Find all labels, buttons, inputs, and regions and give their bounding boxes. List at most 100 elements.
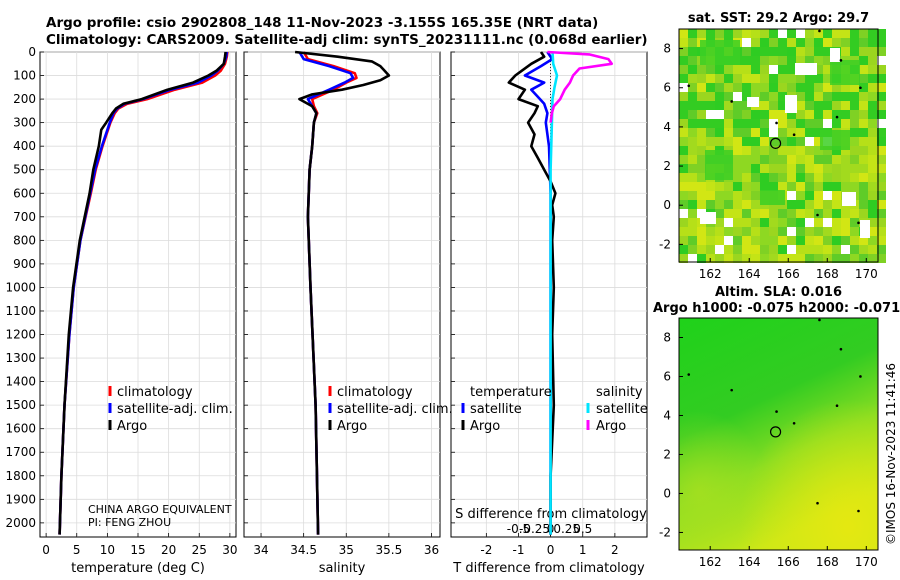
argo-position-marker	[769, 426, 782, 438]
sst-pixel	[769, 83, 778, 92]
sst-pixel	[823, 173, 832, 182]
x-tick-label-diff: -1	[512, 543, 524, 557]
sst-pixel	[751, 182, 760, 191]
sst-pixel	[850, 218, 859, 227]
sst-pixel	[841, 236, 850, 245]
sst-pixel	[868, 83, 877, 92]
sst-pixel	[679, 83, 688, 92]
sst-pixel	[877, 236, 886, 245]
island-dot	[816, 501, 819, 505]
sst-pixel	[769, 47, 778, 56]
sst-pixel	[778, 137, 787, 146]
sst-pixel	[742, 92, 751, 101]
map-x-tick-label-sst: 166	[777, 267, 800, 281]
sst-pixel	[769, 182, 778, 191]
sst-pixel	[715, 110, 724, 119]
sst-cloud-gap	[747, 97, 759, 107]
sst-pixel	[733, 209, 742, 218]
sst-pixel	[814, 182, 823, 191]
sst-pixel	[868, 227, 877, 236]
sst-pixel	[697, 245, 706, 254]
sst-pixel	[733, 128, 742, 137]
sst-pixel	[850, 236, 859, 245]
sst-pixel	[796, 38, 805, 47]
sst-pixel	[877, 110, 886, 119]
sst-pixel	[877, 254, 886, 263]
map-x-tick-label-sst: 168	[816, 267, 839, 281]
sst-pixel	[841, 218, 850, 227]
sst-pixel	[706, 245, 715, 254]
sst-pixel	[859, 146, 868, 155]
map-y-tick-label-sla: 2	[663, 447, 671, 461]
sst-pixel	[706, 110, 715, 119]
sst-pixel	[814, 245, 823, 254]
sst-pixel	[697, 74, 706, 83]
sst-pixel	[841, 119, 850, 128]
sst-pixel	[841, 209, 850, 218]
sst-pixel	[760, 227, 769, 236]
sst-pixel	[868, 236, 877, 245]
sst-pixel	[850, 29, 859, 38]
sst-pixel	[760, 83, 769, 92]
x2-tick-label: 0.5	[573, 522, 592, 536]
sst-pixel	[787, 128, 796, 137]
sst-pixel	[850, 137, 859, 146]
sst-pixel	[697, 164, 706, 173]
sst-pixel	[688, 29, 697, 38]
sst-pixel	[679, 74, 688, 83]
sst-pixel	[679, 56, 688, 65]
sst-pixel	[697, 227, 706, 236]
figure-title-line1: Argo profile: csio 2902808_148 11-Nov-20…	[46, 15, 599, 31]
map-frame-sst	[678, 28, 879, 263]
sst-pixel	[877, 92, 886, 101]
x-tick-label-temp: 25	[192, 543, 207, 557]
depth-tick-label: 2000	[5, 516, 36, 530]
sst-pixel	[760, 56, 769, 65]
island-dot	[839, 347, 843, 351]
map-frame-sla	[678, 317, 879, 551]
legend-label-sal: climatology	[337, 385, 413, 400]
sst-pixel	[733, 65, 742, 74]
sst-pixel	[715, 137, 724, 146]
sst-pixel	[877, 128, 886, 137]
sst-pixel	[697, 146, 706, 155]
sst-pixel	[796, 191, 805, 200]
sst-pixel	[859, 191, 868, 200]
sst-pixel	[697, 110, 706, 119]
sst-pixel	[841, 182, 850, 191]
sst-pixel	[850, 92, 859, 101]
sst-pixel	[724, 92, 733, 101]
sst-pixel	[859, 83, 868, 92]
sst-pixel	[823, 101, 832, 110]
sst-pixel	[778, 155, 787, 164]
sst-pixel	[769, 65, 778, 74]
sst-pixel	[679, 254, 688, 263]
sst-pixel	[751, 218, 760, 227]
sst-pixel	[850, 254, 859, 263]
sst-pixel	[814, 191, 823, 200]
x-tick-label-sal: 35.5	[376, 543, 403, 557]
sst-pixel	[688, 236, 697, 245]
sst-cloud-gap	[785, 95, 797, 113]
x-tick-label-temp: 30	[222, 543, 237, 557]
sst-pixel	[868, 92, 877, 101]
sst-pixel	[751, 155, 760, 164]
sst-pixel	[832, 182, 841, 191]
sst-pixel	[814, 119, 823, 128]
sst-pixel	[868, 56, 877, 65]
sst-pixel	[724, 83, 733, 92]
sst-pixel	[751, 191, 760, 200]
sst-pixel	[760, 47, 769, 56]
depth-tick-label: 1900	[5, 492, 36, 506]
sst-pixel	[706, 236, 715, 245]
sst-pixel	[679, 65, 688, 74]
x-tick-label-diff: 0	[547, 543, 555, 557]
legend-label-temperature: satellite	[470, 402, 522, 417]
sst-pixel	[742, 56, 751, 65]
map-x-tick-label-sla: 162	[699, 555, 722, 569]
sst-pixel	[832, 227, 841, 236]
sst-pixel	[751, 245, 760, 254]
sst-pixel	[733, 173, 742, 182]
sst-pixel	[823, 146, 832, 155]
sst-pixel	[832, 146, 841, 155]
